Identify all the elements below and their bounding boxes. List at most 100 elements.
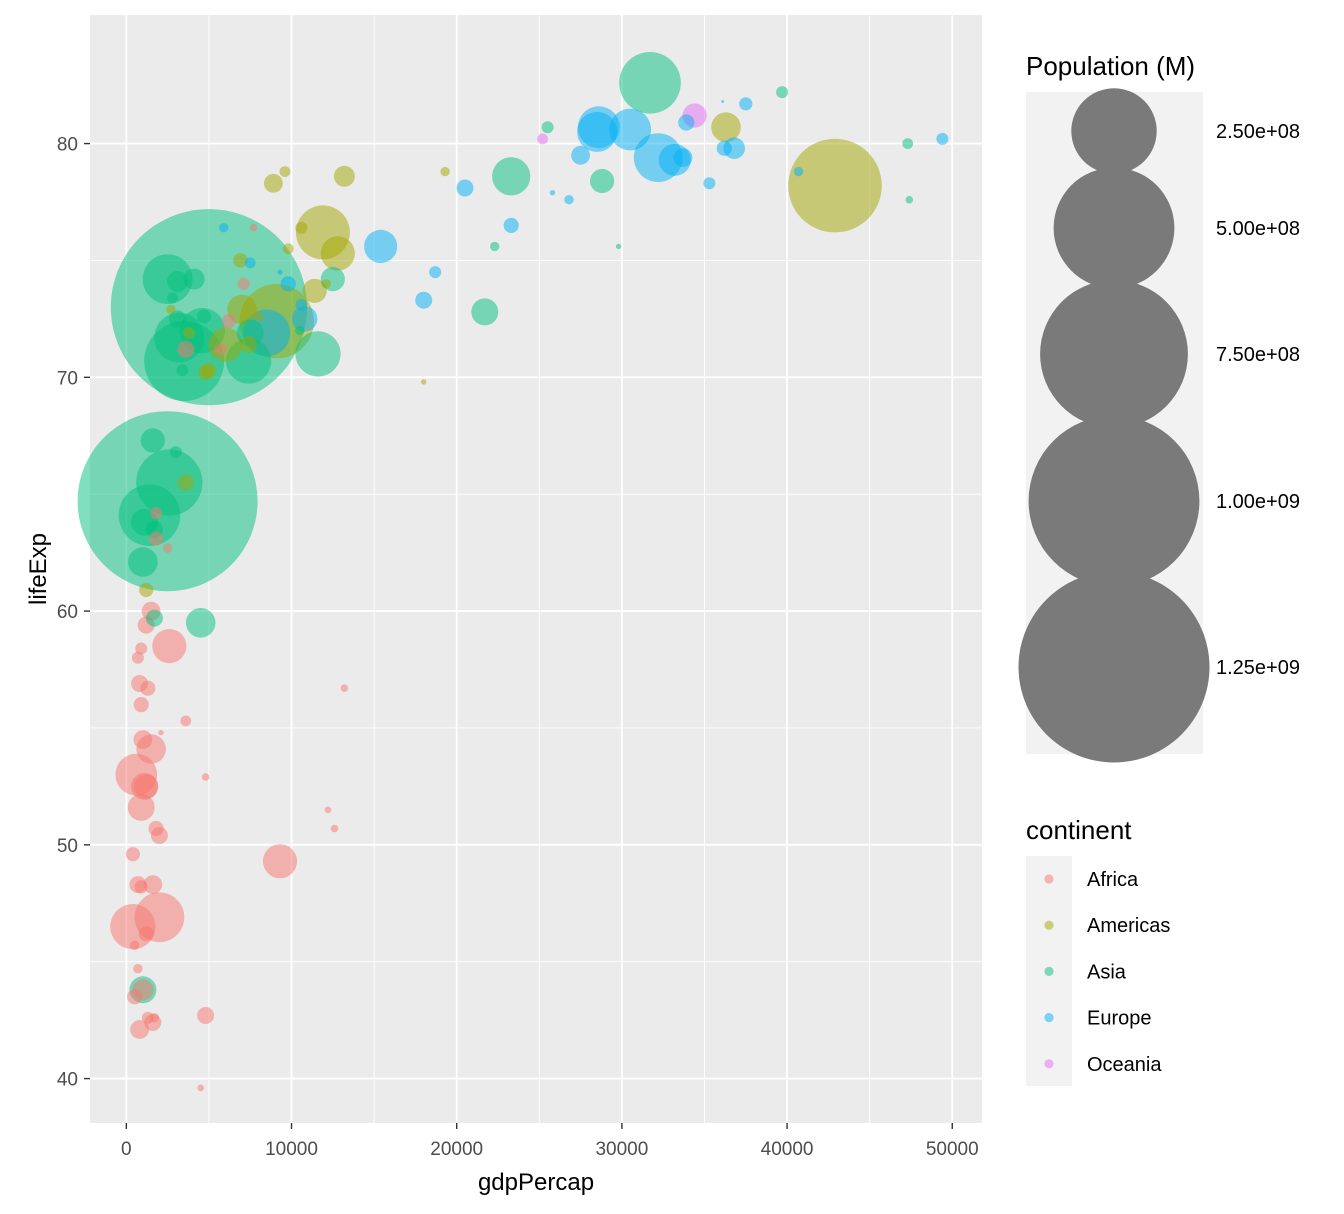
- size-legend-title: Population (M): [1026, 51, 1195, 81]
- y-axis-title: lifeExp: [25, 533, 52, 605]
- data-point-americas: [233, 253, 248, 268]
- data-point-americas: [302, 278, 327, 303]
- data-point-americas: [240, 336, 258, 354]
- size-legend-key: [1053, 167, 1175, 289]
- x-tick-label: 50000: [926, 1139, 979, 1160]
- data-point-americas: [440, 166, 450, 177]
- data-point-americas: [201, 362, 217, 378]
- y-tick-label: 70: [57, 368, 78, 389]
- data-point-asia: [167, 271, 188, 292]
- data-point-africa: [133, 964, 143, 974]
- data-point-africa: [214, 343, 227, 356]
- data-point-europe: [503, 217, 519, 233]
- data-point-asia: [169, 446, 182, 459]
- data-point-africa: [150, 506, 163, 519]
- data-point-africa: [134, 774, 159, 799]
- data-point-europe: [721, 100, 725, 103]
- size-legend-key: [1018, 571, 1210, 763]
- color-legend-label: Africa: [1087, 869, 1139, 891]
- data-point-americas: [321, 279, 331, 289]
- data-point-americas: [166, 304, 176, 315]
- data-point-europe: [364, 229, 398, 263]
- data-point-americas: [139, 582, 154, 598]
- color-legend-label: Oceania: [1087, 1054, 1162, 1076]
- data-point-europe: [609, 108, 652, 151]
- data-point-africa: [152, 629, 187, 664]
- data-point-americas: [320, 236, 355, 271]
- data-point-asia: [902, 138, 914, 150]
- data-point-africa: [158, 729, 164, 736]
- data-point-asia: [590, 168, 615, 194]
- data-point-americas: [711, 112, 741, 142]
- data-point-europe: [716, 140, 732, 156]
- data-point-europe: [292, 306, 318, 332]
- data-point-asia: [295, 331, 341, 377]
- data-point-africa: [340, 684, 349, 692]
- data-point-europe: [415, 291, 433, 309]
- x-tick-label: 0: [121, 1139, 132, 1160]
- data-point-africa: [133, 730, 153, 749]
- data-point-americas: [264, 173, 283, 193]
- data-points: [77, 52, 949, 1092]
- data-point-asia: [615, 243, 622, 250]
- data-point-africa: [125, 847, 140, 862]
- data-point-europe: [703, 177, 716, 190]
- data-point-asia: [167, 292, 179, 304]
- data-point-africa: [197, 1007, 215, 1024]
- size-legend-key: [1040, 280, 1188, 428]
- data-point-europe: [673, 148, 693, 168]
- data-point-asia: [183, 268, 205, 290]
- data-point-africa: [129, 940, 140, 950]
- data-point-americas: [788, 138, 882, 233]
- data-point-asia: [185, 608, 216, 638]
- x-axis-title: gdpPercap: [478, 1169, 594, 1196]
- data-point-asia: [492, 157, 531, 196]
- data-point-europe: [549, 190, 556, 196]
- size-legend-label: 5.00e+08: [1216, 218, 1300, 240]
- data-point-asia: [169, 310, 186, 328]
- data-point-africa: [237, 277, 250, 290]
- data-point-americas: [421, 379, 427, 385]
- data-point-africa: [143, 875, 163, 894]
- data-point-europe: [456, 179, 474, 197]
- data-point-africa: [140, 680, 156, 696]
- x-tick-label: 10000: [265, 1139, 318, 1160]
- data-point-europe: [564, 195, 574, 205]
- data-point-europe: [277, 269, 283, 275]
- data-point-africa: [221, 314, 236, 329]
- data-point-europe: [739, 97, 753, 111]
- data-point-africa: [127, 989, 143, 1005]
- data-point-asia: [196, 309, 212, 324]
- data-point-africa: [131, 651, 144, 664]
- data-point-africa: [134, 880, 148, 894]
- color-legend-label: Americas: [1087, 915, 1170, 937]
- data-point-africa: [177, 340, 195, 358]
- y-tick-label: 60: [57, 602, 78, 623]
- data-point-africa: [149, 1013, 160, 1023]
- data-point-africa: [201, 773, 210, 781]
- color-legend-key: [1044, 920, 1054, 930]
- data-point-asia: [128, 547, 158, 577]
- data-point-europe: [219, 223, 229, 233]
- data-point-africa: [162, 543, 173, 553]
- data-point-asia: [176, 364, 189, 377]
- color-legend-label: Asia: [1087, 961, 1127, 983]
- color-legend-key: [1044, 966, 1054, 977]
- data-point-asia: [145, 609, 163, 627]
- data-point-europe: [429, 266, 442, 279]
- size-legend-label: 2.50e+08: [1216, 121, 1300, 143]
- data-point-europe: [244, 257, 256, 269]
- size-legend-label: 1.00e+09: [1216, 491, 1300, 513]
- data-point-asia: [905, 195, 914, 204]
- data-point-africa: [330, 824, 339, 833]
- data-point-africa: [149, 531, 164, 546]
- data-point-europe: [280, 276, 296, 292]
- color-legend: continent Africa Americas Asia Europe Oceani…: [1026, 815, 1170, 1086]
- data-point-europe: [793, 166, 804, 177]
- x-axis-ticks: 0 10000 20000 30000 40000 50000: [121, 1123, 979, 1160]
- data-point-oceania: [537, 133, 548, 145]
- x-tick-label: 40000: [761, 1139, 814, 1160]
- data-point-asia: [619, 52, 681, 114]
